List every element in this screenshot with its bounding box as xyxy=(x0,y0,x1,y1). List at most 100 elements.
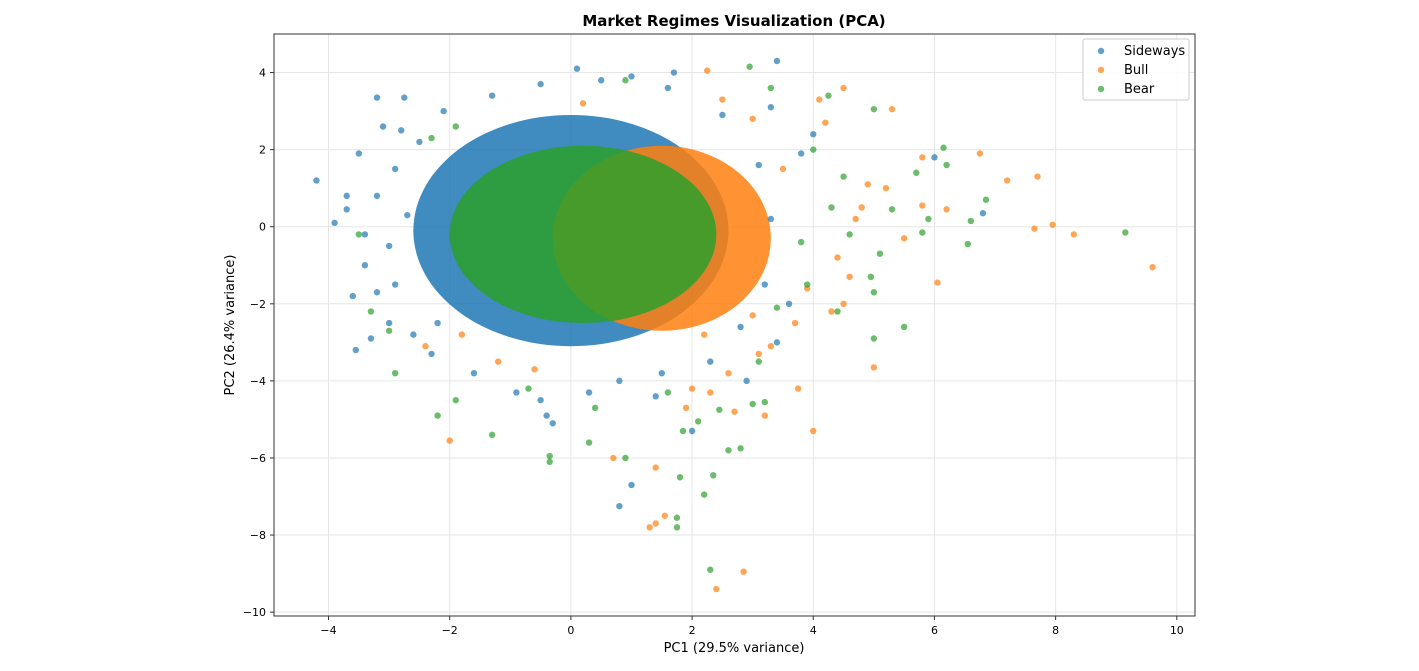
point-bull xyxy=(900,235,908,242)
point-sideways xyxy=(773,339,781,346)
point-bull xyxy=(725,369,732,377)
point-bull xyxy=(840,84,847,92)
point-bull xyxy=(810,427,817,435)
point-bull xyxy=(1034,173,1041,180)
point-sideways xyxy=(785,300,793,308)
point-sideways xyxy=(652,393,659,400)
point-sideways xyxy=(537,80,544,88)
point-bull xyxy=(422,342,429,350)
point-sideways xyxy=(628,481,635,489)
point-bear xyxy=(940,144,947,151)
point-bull xyxy=(531,366,538,373)
point-bear xyxy=(925,215,932,223)
point-sideways xyxy=(385,319,393,327)
point-bear xyxy=(676,474,684,481)
point-bear xyxy=(391,369,399,377)
point-sideways xyxy=(737,323,744,331)
dense-core-bear xyxy=(449,145,717,324)
point-bear xyxy=(428,134,435,142)
point-bear xyxy=(840,173,847,180)
point-bear xyxy=(767,84,775,92)
point-sideways xyxy=(664,84,672,92)
point-bear xyxy=(452,396,459,404)
point-bull xyxy=(494,358,502,365)
point-bear xyxy=(385,327,393,334)
point-bull xyxy=(779,165,787,173)
point-bear xyxy=(870,335,878,342)
point-bear xyxy=(622,454,629,462)
y-axis-ticks: −10 −8 −6 −4 −2 0 2 4 xyxy=(243,67,274,619)
point-bull xyxy=(610,454,617,462)
point-sideways xyxy=(488,92,496,99)
point-bull xyxy=(652,520,659,527)
point-bull xyxy=(846,273,853,281)
point-bull xyxy=(749,312,756,319)
point-sideways xyxy=(434,319,441,327)
point-sideways xyxy=(391,281,399,288)
point-sideways xyxy=(416,138,423,146)
point-sideways xyxy=(616,377,623,385)
point-bull xyxy=(749,115,756,122)
point-bear xyxy=(546,452,553,460)
point-sideways xyxy=(513,389,520,396)
point-bull xyxy=(446,437,453,444)
point-bull xyxy=(919,202,926,209)
point-bear xyxy=(834,308,841,315)
point-sideways xyxy=(470,369,478,377)
point-bull xyxy=(767,342,775,350)
point-bear xyxy=(701,491,708,498)
point-bull xyxy=(682,404,690,412)
point-bear xyxy=(804,281,811,288)
point-sideways xyxy=(549,420,556,427)
point-sideways xyxy=(331,219,338,227)
y-tick-label: −4 xyxy=(250,375,266,388)
point-bull xyxy=(934,279,941,286)
point-sideways xyxy=(428,350,435,358)
point-sideways xyxy=(773,57,781,65)
chart-title: Market Regimes Visualization (PCA) xyxy=(582,12,885,30)
legend-marker-bear xyxy=(1097,85,1105,93)
point-bear xyxy=(876,250,884,257)
point-sideways xyxy=(755,161,762,169)
point-sideways xyxy=(658,369,665,377)
point-bear xyxy=(737,445,744,452)
point-bull xyxy=(704,67,711,74)
point-bear xyxy=(673,514,681,521)
point-bull xyxy=(919,154,926,161)
point-bear xyxy=(913,169,920,176)
point-sideways xyxy=(355,150,363,157)
scatter-points xyxy=(313,57,1156,593)
point-bear xyxy=(679,427,687,435)
point-bull xyxy=(828,308,835,315)
point-bear xyxy=(825,92,832,99)
point-bear xyxy=(591,404,599,412)
y-tick-label: −6 xyxy=(250,452,266,465)
point-bull xyxy=(858,204,865,211)
y-axis-label: PC2 (26.4% variance) xyxy=(223,255,238,396)
point-bear xyxy=(919,229,926,236)
point-sideways xyxy=(343,206,350,213)
point-bull xyxy=(976,150,984,157)
point-sideways xyxy=(352,346,359,354)
point-bear xyxy=(585,439,593,446)
point-bull xyxy=(661,512,669,519)
point-sideways xyxy=(719,111,726,119)
point-sideways xyxy=(810,131,817,138)
point-sideways xyxy=(401,94,408,101)
point-bull xyxy=(822,119,829,126)
point-bear xyxy=(828,204,835,211)
point-bull xyxy=(852,215,859,223)
point-bull xyxy=(652,464,659,471)
point-sideways xyxy=(373,94,381,101)
point-sideways xyxy=(979,210,987,217)
point-bull xyxy=(688,385,696,392)
point-sideways xyxy=(931,154,938,161)
x-axis-ticks: −4 −2 0 2 4 6 8 10 xyxy=(320,616,1184,637)
point-bear xyxy=(967,217,975,225)
point-bull xyxy=(816,96,823,103)
point-bear xyxy=(870,289,878,296)
point-bear xyxy=(1122,229,1129,236)
point-bull xyxy=(864,181,872,188)
point-bear xyxy=(867,273,875,281)
point-bear xyxy=(797,238,805,246)
